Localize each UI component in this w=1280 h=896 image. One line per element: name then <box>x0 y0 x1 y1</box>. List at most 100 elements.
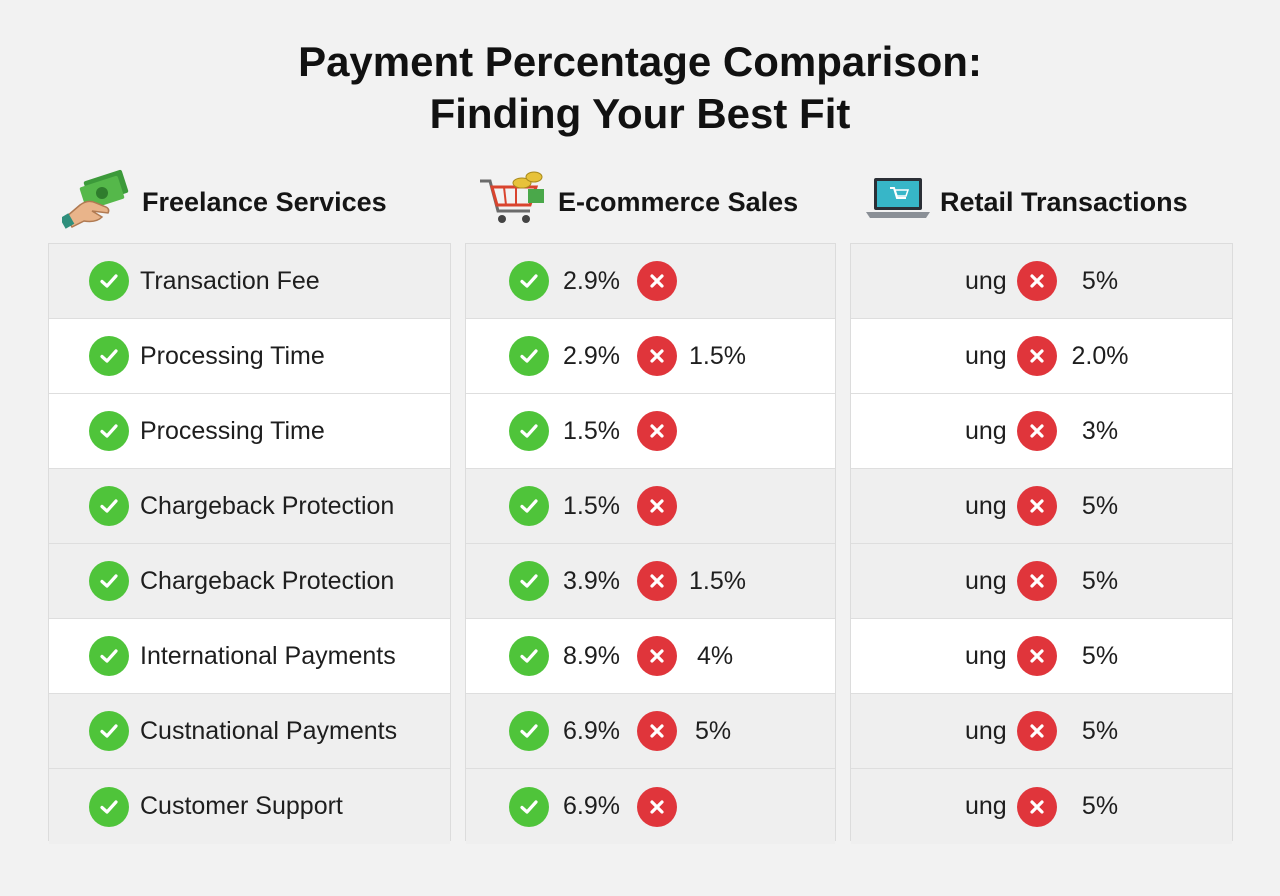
cross-icon <box>1017 261 1057 301</box>
percentage-value: 6.9% <box>563 716 620 745</box>
cross-icon <box>1017 636 1057 676</box>
check-icon <box>89 336 129 376</box>
row-label: Chargeback Protection <box>140 491 395 520</box>
check-icon <box>89 561 129 601</box>
cross-icon <box>1017 336 1057 376</box>
percentage-value: 1.5% <box>563 416 620 445</box>
secondary-percentage: 1.5% <box>689 341 746 370</box>
retail-table: ung 5% ung 2.0% ung 3% ung 5% ung 5% ung… <box>850 243 1233 844</box>
ecommerce-heading: E-commerce Sales <box>478 171 799 232</box>
title-line-2: Finding Your Best Fit <box>429 90 851 137</box>
table-row: ung 5% <box>851 544 1232 619</box>
retail-heading-text: Retail Transactions <box>940 186 1188 217</box>
percentage-value: 2.9% <box>563 341 620 370</box>
table-row: Processing Time <box>49 394 450 469</box>
freelance-heading: Freelance Services <box>59 169 387 232</box>
table-row: ung 5% <box>851 694 1232 769</box>
row-label: Custnational Payments <box>140 716 398 745</box>
table-row: 2.9% 1.5% <box>466 319 835 394</box>
table-row: 6.9% <box>466 769 835 844</box>
check-icon <box>89 711 129 751</box>
percentage-value: 6.9% <box>563 792 620 820</box>
cross-icon <box>1017 411 1057 451</box>
table-row: Customer Support <box>49 769 450 844</box>
check-icon <box>509 711 549 751</box>
row-label: Processing Time <box>140 341 325 370</box>
cross-icon <box>1017 711 1057 751</box>
row-label: Transaction Fee <box>140 266 320 295</box>
table-row: ung 5% <box>851 469 1232 544</box>
row-label: Customer Support <box>140 792 343 820</box>
cross-icon <box>1017 786 1057 827</box>
row-prefix: ung <box>965 341 1007 370</box>
check-icon <box>89 261 129 301</box>
row-prefix: ung <box>965 416 1007 445</box>
table-row: ung 5% <box>851 244 1232 319</box>
table-row: 1.5% <box>466 394 835 469</box>
cross-icon <box>637 711 677 751</box>
cross-icon <box>637 336 677 376</box>
cross-icon <box>637 561 677 601</box>
title-line-1: Payment Percentage Comparison: <box>298 38 982 85</box>
table-row: 2.9% <box>466 244 835 319</box>
laptop-cart-icon <box>866 174 930 231</box>
ecommerce-table: 2.9% 2.9% 1.5% 1.5% 1.5% 3.9% 1.5% 8.9% … <box>465 243 836 844</box>
percentage-value: 3.9% <box>563 566 620 595</box>
cross-icon <box>637 261 677 301</box>
check-icon <box>89 486 129 526</box>
table-row: ung 5% <box>851 619 1232 694</box>
percentage-value: 8.9% <box>563 641 620 670</box>
cross-icon <box>637 636 677 676</box>
freelance-heading-text: Freelance Services <box>142 186 387 217</box>
ecommerce-heading-text: E-commerce Sales <box>558 186 799 217</box>
percentage-value: 5% <box>1081 266 1119 295</box>
table-row: International Payments <box>49 619 450 694</box>
check-icon <box>89 786 129 827</box>
retail-heading: Retail Transactions <box>866 172 1188 232</box>
percentage-value: 5% <box>1081 641 1119 670</box>
row-prefix: ung <box>965 716 1007 745</box>
table-row: ung 5% <box>851 769 1232 844</box>
row-prefix: ung <box>965 566 1007 595</box>
percentage-value: 1.5% <box>563 491 620 520</box>
check-icon <box>509 561 549 601</box>
table-row: Processing Time <box>49 319 450 394</box>
cross-icon <box>1017 486 1057 526</box>
table-row: Chargeback Protection <box>49 544 450 619</box>
freelance-table: Transaction Fee Processing Time Processi… <box>48 243 451 844</box>
check-icon <box>509 486 549 526</box>
money-hand-icon <box>59 169 132 236</box>
table-row: 1.5% <box>466 469 835 544</box>
percentage-value: 5% <box>1081 716 1119 745</box>
check-icon <box>509 411 549 451</box>
percentage-value: 3% <box>1081 416 1119 445</box>
cross-icon <box>637 411 677 451</box>
shopping-cart-coins-icon <box>478 169 548 236</box>
percentage-value: 2.9% <box>563 266 620 295</box>
percentage-value: 2.0% <box>1071 341 1129 370</box>
table-row: 6.9% 5% <box>466 694 835 769</box>
check-icon <box>509 336 549 376</box>
check-icon <box>89 636 129 676</box>
table-row: Custnational Payments <box>49 694 450 769</box>
table-row: 8.9% 4% <box>466 619 835 694</box>
percentage-value: 5% <box>1081 491 1119 520</box>
secondary-percentage: 1.5% <box>689 566 746 595</box>
table-row: ung 3% <box>851 394 1232 469</box>
row-prefix: ung <box>965 491 1007 520</box>
page-title: Payment Percentage Comparison: Finding Y… <box>0 36 1280 140</box>
cross-icon <box>1017 561 1057 601</box>
cross-icon <box>637 786 677 827</box>
table-row: Transaction Fee <box>49 244 450 319</box>
row-label: International Payments <box>140 641 396 670</box>
cross-icon <box>637 486 677 526</box>
percentage-value: 5% <box>1081 792 1119 820</box>
secondary-percentage: 4% <box>697 641 734 670</box>
table-row: 3.9% 1.5% <box>466 544 835 619</box>
check-icon <box>509 786 549 827</box>
check-icon <box>509 261 549 301</box>
percentage-value: 5% <box>1081 566 1119 595</box>
check-icon <box>509 636 549 676</box>
check-icon <box>89 411 129 451</box>
table-row: ung 2.0% <box>851 319 1232 394</box>
